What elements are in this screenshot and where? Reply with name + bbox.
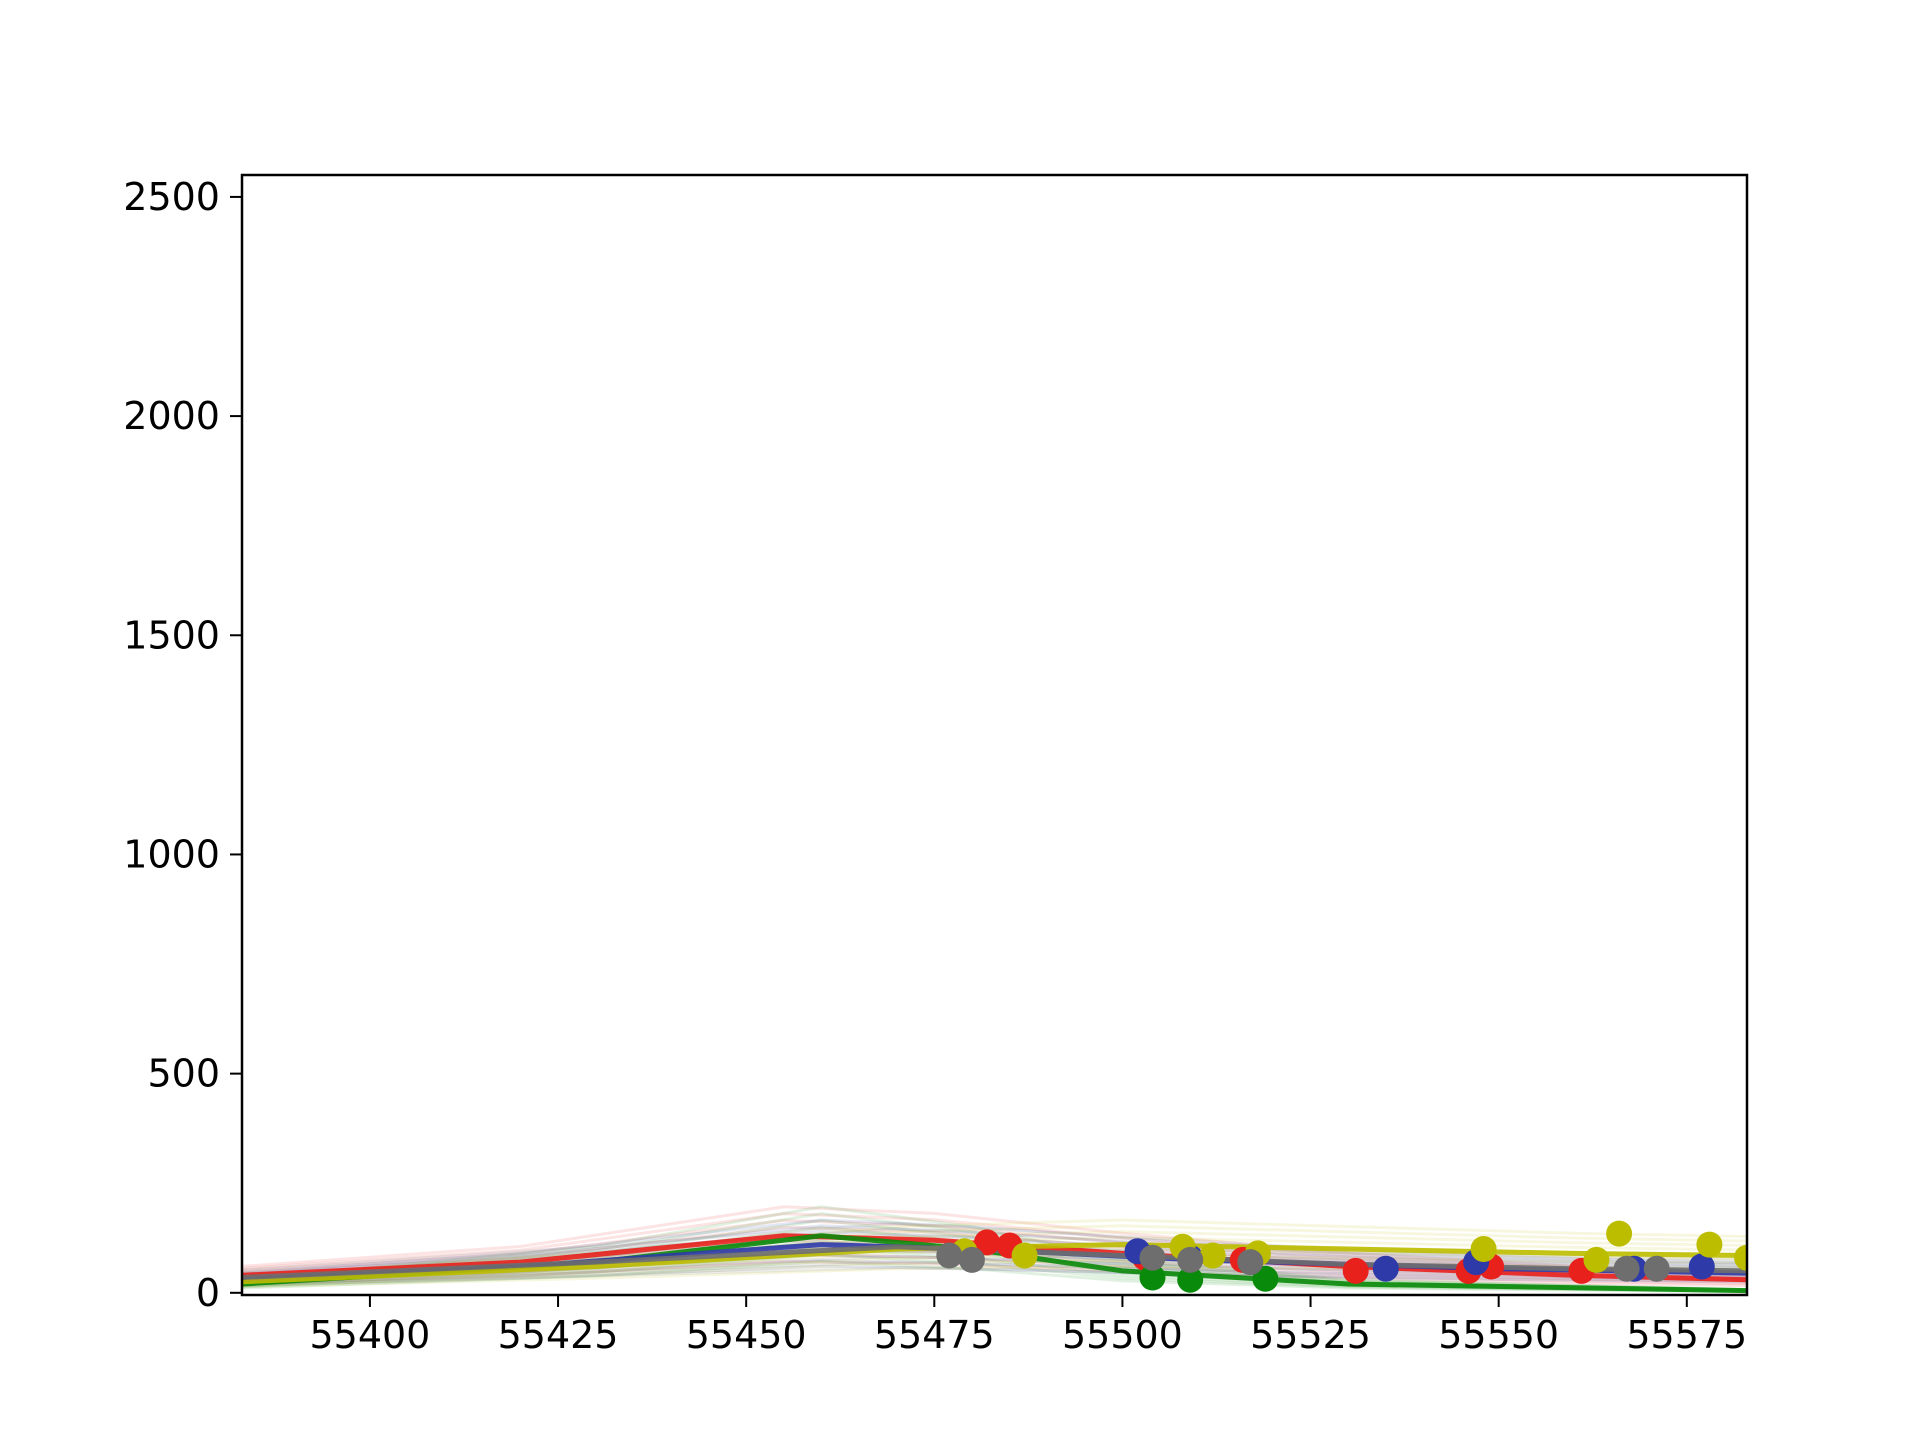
gray-data-point xyxy=(958,1246,985,1273)
x-tick-label: 55425 xyxy=(498,1313,619,1357)
yellow-data-point xyxy=(1734,1244,1747,1271)
y-tick-label: 2500 xyxy=(123,175,220,219)
y-tick-label: 0 xyxy=(196,1271,220,1315)
yellow-data-point xyxy=(1696,1231,1723,1258)
x-tick-label: 55500 xyxy=(1062,1313,1183,1357)
yellow-data-point xyxy=(1583,1246,1610,1273)
gray-data-point xyxy=(1177,1246,1204,1273)
blue-data-point xyxy=(1372,1255,1399,1282)
x-tick-label: 55400 xyxy=(309,1313,430,1357)
plot-frame xyxy=(240,173,1749,1297)
x-tick-label: 55450 xyxy=(686,1313,807,1357)
y-tick-label: 500 xyxy=(147,1052,220,1096)
yellow-model-curve xyxy=(242,1242,1747,1285)
y-axis: 0 500 1000 1500 2000 2500 xyxy=(123,175,242,1315)
gray-data-point xyxy=(1139,1244,1166,1271)
gray-data-point xyxy=(1643,1255,1670,1282)
blue-data-point xyxy=(1688,1253,1715,1280)
gray-model-variant xyxy=(242,1221,1747,1272)
data-points-layer xyxy=(936,1220,1747,1293)
gray-data-point xyxy=(1237,1249,1264,1276)
y-tick-label: 1500 xyxy=(123,613,220,657)
yellow-data-point xyxy=(1606,1220,1633,1247)
x-tick-label: 55550 xyxy=(1438,1313,1559,1357)
yellow-data-point xyxy=(1199,1242,1226,1269)
gray-data-point xyxy=(1613,1255,1640,1282)
x-tick-label: 55525 xyxy=(1250,1313,1371,1357)
x-tick-label: 55475 xyxy=(874,1313,995,1357)
green-data-point xyxy=(1177,1266,1204,1293)
green-data-point xyxy=(1139,1264,1166,1291)
x-tick-label: 55575 xyxy=(1626,1313,1747,1357)
green-data-point xyxy=(1252,1265,1279,1292)
red-model-variant xyxy=(242,1205,1747,1275)
x-axis: 55400 55425 55450 55475 55500 55525 55550 55575 xyxy=(309,1295,1747,1357)
yellow-data-point xyxy=(1011,1242,1038,1269)
y-tick-label: 2000 xyxy=(123,394,220,438)
y-tick-label: 1000 xyxy=(123,832,220,876)
gray-data-point xyxy=(936,1242,963,1269)
yellow-data-point xyxy=(1470,1236,1497,1262)
gray-model-variant xyxy=(242,1227,1747,1273)
plot-background xyxy=(242,175,1747,1295)
red-data-point xyxy=(974,1229,1000,1256)
red-data-point xyxy=(1342,1257,1369,1284)
